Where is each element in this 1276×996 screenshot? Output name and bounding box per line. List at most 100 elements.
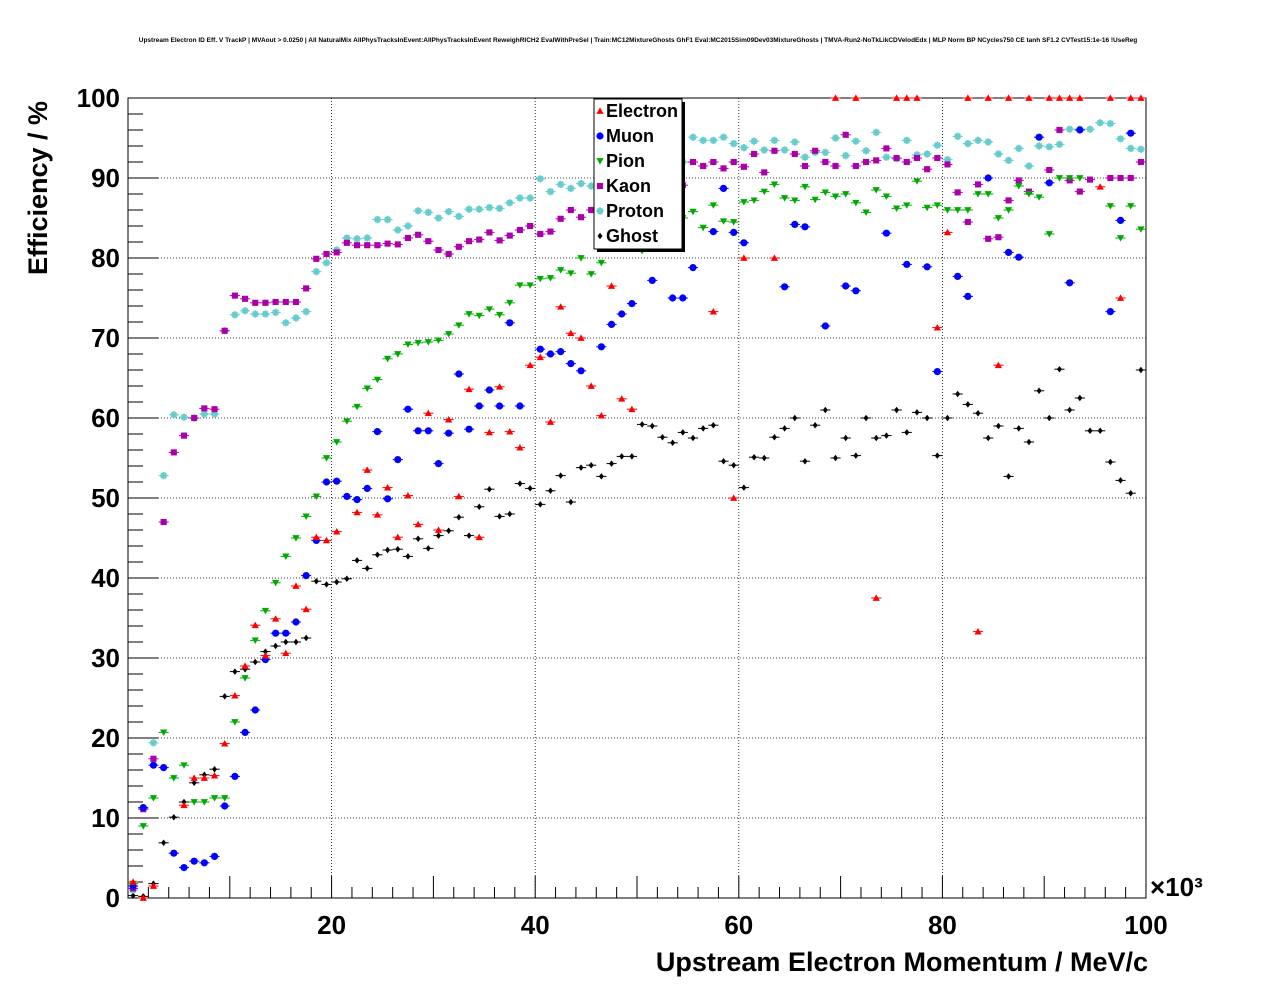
data-point	[597, 259, 605, 267]
data-point	[943, 207, 952, 214]
data-point	[933, 141, 941, 149]
y-tick-label: 30	[91, 643, 120, 673]
legend-marker-kaon	[596, 182, 604, 190]
data-point	[557, 303, 565, 310]
data-point	[170, 849, 178, 857]
x-tick-label: 40	[521, 910, 550, 940]
data-point	[455, 322, 463, 329]
data-point	[567, 206, 574, 214]
data-point	[659, 433, 665, 441]
data-point	[394, 533, 402, 541]
data-point	[485, 428, 493, 436]
data-point	[385, 546, 391, 554]
data-point	[751, 150, 758, 158]
data-point	[149, 795, 158, 802]
data-point	[1106, 203, 1114, 210]
data-point	[1046, 414, 1052, 422]
legend-marker-pion	[596, 158, 604, 165]
data-point	[831, 94, 840, 101]
y-tick-label: 80	[91, 243, 120, 273]
data-point	[221, 802, 229, 810]
data-point	[760, 146, 768, 154]
data-point	[251, 310, 259, 318]
data-point	[261, 607, 270, 615]
data-point	[302, 308, 310, 316]
data-point	[741, 484, 747, 491]
data-point	[344, 575, 350, 583]
data-point	[954, 189, 961, 196]
data-point	[343, 234, 351, 242]
data-point	[424, 339, 432, 346]
data-point	[425, 545, 431, 552]
data-point	[577, 214, 585, 221]
data-point	[812, 421, 818, 429]
data-point	[507, 510, 513, 518]
data-point	[801, 162, 809, 170]
data-point	[1006, 473, 1012, 480]
data-point	[537, 501, 543, 508]
data-point	[954, 207, 962, 214]
data-point	[903, 94, 911, 101]
data-point	[975, 409, 981, 417]
data-point	[383, 216, 392, 224]
data-point	[292, 298, 300, 306]
data-point	[1015, 177, 1022, 184]
data-point	[191, 779, 197, 787]
data-point	[363, 466, 371, 473]
data-point	[903, 136, 911, 144]
data-point	[242, 295, 249, 302]
data-point	[761, 454, 767, 462]
data-point	[1127, 144, 1135, 152]
data-point	[842, 131, 849, 138]
data-point	[343, 492, 351, 500]
data-point	[1055, 175, 1064, 182]
data-point	[506, 232, 513, 239]
data-point	[831, 134, 840, 142]
data-point	[882, 229, 891, 237]
data-point	[1106, 94, 1114, 101]
data-point	[913, 94, 921, 101]
data-point	[567, 360, 575, 368]
data-point	[425, 238, 432, 245]
data-point	[292, 314, 300, 322]
data-point	[322, 536, 331, 544]
data-point	[903, 158, 910, 166]
data-point	[313, 577, 319, 585]
data-point	[577, 367, 585, 375]
data-point	[1137, 145, 1145, 153]
y-tick-label: 60	[91, 403, 120, 433]
data-point	[323, 581, 330, 588]
data-point	[607, 282, 616, 289]
data-point	[577, 255, 585, 262]
data-point	[547, 228, 554, 235]
legend-marker-proton	[596, 207, 604, 215]
data-point	[1087, 427, 1093, 435]
data-point	[1076, 188, 1083, 195]
data-point	[700, 425, 706, 432]
data-point	[210, 410, 219, 418]
data-point	[323, 250, 330, 258]
data-point	[781, 195, 789, 202]
data-point	[435, 246, 442, 254]
data-point	[272, 579, 280, 587]
data-point	[1086, 125, 1094, 133]
data-point	[934, 452, 940, 459]
data-point	[261, 652, 270, 659]
data-point	[190, 799, 198, 806]
data-point	[679, 294, 687, 302]
data-point	[862, 209, 870, 216]
data-point	[272, 298, 279, 306]
data-point	[1097, 427, 1103, 435]
data-point	[933, 368, 941, 376]
data-point	[190, 774, 198, 781]
data-point	[283, 638, 289, 646]
data-point	[210, 795, 219, 802]
data-point	[303, 634, 309, 642]
data-point	[506, 319, 514, 327]
data-point	[201, 405, 208, 412]
data-point	[597, 412, 605, 419]
data-point	[434, 526, 443, 533]
data-point	[353, 508, 361, 516]
legend-box	[593, 98, 683, 250]
data-point	[516, 194, 524, 202]
